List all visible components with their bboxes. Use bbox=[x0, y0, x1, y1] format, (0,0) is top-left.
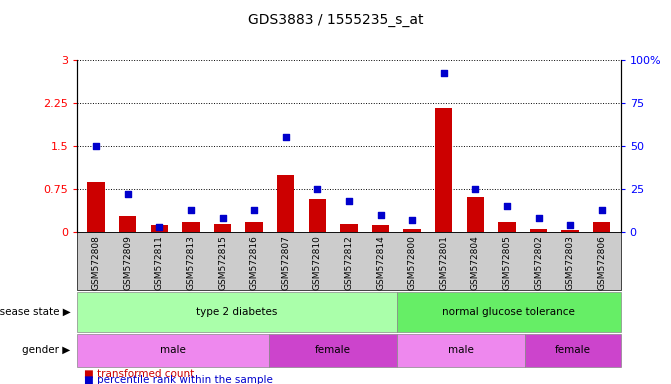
Point bbox=[375, 212, 386, 218]
Bar bbox=[435, 109, 452, 232]
Text: male: male bbox=[448, 345, 474, 356]
Bar bbox=[119, 216, 136, 232]
Bar bbox=[466, 197, 484, 232]
Text: gender ▶: gender ▶ bbox=[22, 345, 70, 356]
Point bbox=[438, 70, 449, 76]
Bar bbox=[340, 224, 358, 232]
Text: ■ percentile rank within the sample: ■ percentile rank within the sample bbox=[84, 375, 272, 384]
Bar bbox=[246, 222, 263, 232]
Bar bbox=[403, 229, 421, 232]
Point bbox=[280, 134, 291, 140]
Text: ■ transformed count: ■ transformed count bbox=[84, 369, 194, 379]
Point bbox=[186, 207, 197, 213]
Bar bbox=[214, 223, 231, 232]
Point bbox=[501, 204, 512, 210]
Point bbox=[312, 186, 323, 192]
Bar bbox=[277, 175, 295, 232]
Point bbox=[122, 191, 133, 197]
Point bbox=[565, 222, 576, 228]
Point bbox=[217, 215, 228, 222]
Point bbox=[344, 198, 354, 204]
Bar bbox=[499, 222, 515, 232]
Text: male: male bbox=[160, 345, 186, 356]
Point bbox=[470, 186, 480, 192]
Point bbox=[407, 217, 417, 223]
Bar bbox=[87, 182, 105, 232]
Point bbox=[533, 215, 544, 222]
Text: disease state ▶: disease state ▶ bbox=[0, 307, 70, 317]
Text: GDS3883 / 1555235_s_at: GDS3883 / 1555235_s_at bbox=[248, 13, 423, 27]
Point bbox=[597, 207, 607, 213]
Text: normal glucose tolerance: normal glucose tolerance bbox=[442, 307, 575, 317]
Bar bbox=[562, 230, 579, 232]
Point bbox=[154, 224, 164, 230]
Point bbox=[91, 143, 101, 149]
Bar bbox=[309, 199, 326, 232]
Bar bbox=[150, 225, 168, 232]
Point bbox=[249, 207, 260, 213]
Bar bbox=[593, 222, 611, 232]
Bar bbox=[183, 222, 199, 232]
Bar bbox=[530, 230, 548, 232]
Text: type 2 diabetes: type 2 diabetes bbox=[197, 307, 278, 317]
Text: female: female bbox=[315, 345, 351, 356]
Text: female: female bbox=[555, 345, 590, 356]
Bar bbox=[372, 225, 389, 232]
